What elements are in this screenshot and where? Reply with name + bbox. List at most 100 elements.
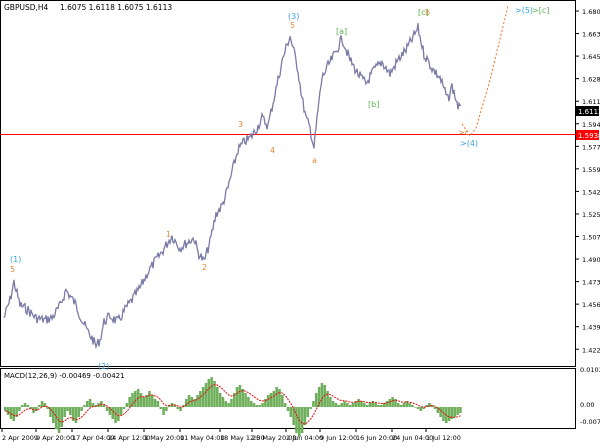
macd-bar (54, 407, 58, 429)
macd-bar (363, 403, 366, 407)
macd-bar (453, 407, 457, 417)
price-tick-label: 1.4905 (582, 256, 600, 264)
macd-bar (238, 385, 242, 407)
macd-bar (153, 399, 157, 407)
macd-bar (425, 405, 428, 407)
macd-bar (329, 397, 332, 407)
current-price-value: 1.6113 (578, 108, 600, 116)
time-tick-label: 2 Apr 2009 (2, 434, 38, 442)
macd-bar (261, 403, 264, 407)
macd-bar (193, 399, 196, 407)
macd-bar (309, 407, 312, 409)
macd-bar (131, 393, 134, 407)
macd-bar (6, 407, 10, 415)
macd-bar (312, 401, 315, 407)
macd-bar (346, 403, 349, 407)
macd-bar (385, 401, 389, 407)
macd-bar (4, 407, 7, 411)
symbol-label: GBPUSD,H4 (4, 3, 49, 12)
macd-bar (26, 405, 30, 407)
macd-bar (46, 407, 49, 409)
macd-bar (399, 405, 403, 407)
macd-bar (281, 395, 284, 407)
macd-bar (357, 399, 360, 407)
macd-bar (74, 407, 78, 423)
price-tick-label: 1.5250 (582, 211, 600, 219)
macd-bar (114, 407, 117, 423)
macd-bar (221, 397, 225, 407)
time-tick-label: 25 May 20:00 (252, 434, 297, 442)
macd-bar (63, 407, 66, 417)
macd-bar (405, 401, 408, 407)
macd-bar (40, 401, 44, 407)
macd-bar (380, 405, 383, 407)
wave-label: >(4) (460, 139, 478, 148)
macd-bar (213, 381, 216, 407)
macd-bar (233, 393, 236, 407)
macd-bar (201, 387, 205, 407)
wave-label: 5 (290, 21, 295, 30)
ohlc-readout: 1.6075 1.6118 1.6075 1.6113 (60, 3, 172, 12)
macd-bar (456, 407, 459, 415)
macd-bar (91, 403, 95, 407)
macd-bar (368, 403, 372, 407)
macd-bar (255, 405, 259, 407)
wave-label: [b] (368, 100, 379, 109)
macd-bar (377, 405, 380, 407)
macd-bar (334, 403, 338, 407)
macd-axis-label: -0.00746 (580, 418, 600, 426)
macd-bar (145, 395, 148, 407)
macd-bar (69, 407, 72, 415)
price-tick-label: 1.5420 (582, 188, 600, 196)
macd-bar (289, 407, 293, 417)
macd-bar (66, 407, 69, 411)
wave-label: 2 (202, 263, 207, 272)
price-tick-label: 1.5770 (582, 143, 600, 151)
macd-bar (396, 403, 400, 407)
macd-bar (388, 399, 392, 407)
macd-bar (15, 407, 18, 417)
current-price-tag (576, 106, 599, 116)
macd-bar (422, 407, 425, 409)
macd-bar (264, 399, 267, 407)
level-price-tag (576, 130, 599, 140)
macd-bar (430, 405, 434, 407)
main-pane (0, 0, 576, 367)
macd-bar (354, 401, 358, 407)
macd-bar (340, 403, 343, 407)
macd-bar (433, 407, 437, 409)
macd-bar (151, 395, 154, 407)
macd-bar (182, 405, 185, 407)
price-tick-label: 1.4390 (582, 324, 600, 332)
forecast-line (461, 5, 509, 137)
macd-bar (326, 391, 329, 407)
wave-label: (2) (98, 362, 109, 371)
wave-label: >[c] (532, 6, 549, 15)
macd-bar (156, 401, 160, 407)
macd-axis-label: 0.00 (580, 401, 594, 409)
macd-bar (391, 397, 394, 407)
time-tick-label: 11 May 04:00 (180, 434, 225, 442)
macd-bar (394, 399, 397, 407)
macd-label: MACD(12,26,9) -0.00469 -0.00421 (4, 372, 125, 380)
macd-bar (230, 399, 233, 407)
macd-bar (9, 407, 13, 419)
macd-bar (134, 391, 137, 407)
time-tick-label: 24 Apr 12:00 (108, 434, 150, 442)
macd-bar (303, 407, 307, 425)
macd-bar (49, 407, 52, 417)
wave-label: (3) (288, 12, 299, 21)
macd-bar (275, 387, 278, 407)
macd-bar (207, 379, 211, 407)
macd-bar (224, 401, 228, 407)
macd-bar (419, 407, 423, 411)
macd-bar (111, 407, 114, 419)
macd-bar (442, 407, 445, 421)
macd-bar (331, 401, 335, 407)
macd-bar (35, 407, 38, 411)
price-tick-label: 1.6285 (582, 76, 600, 84)
wave-label: 3 (238, 120, 243, 129)
macd-signal-line (5, 383, 461, 425)
macd-bar (266, 395, 270, 407)
